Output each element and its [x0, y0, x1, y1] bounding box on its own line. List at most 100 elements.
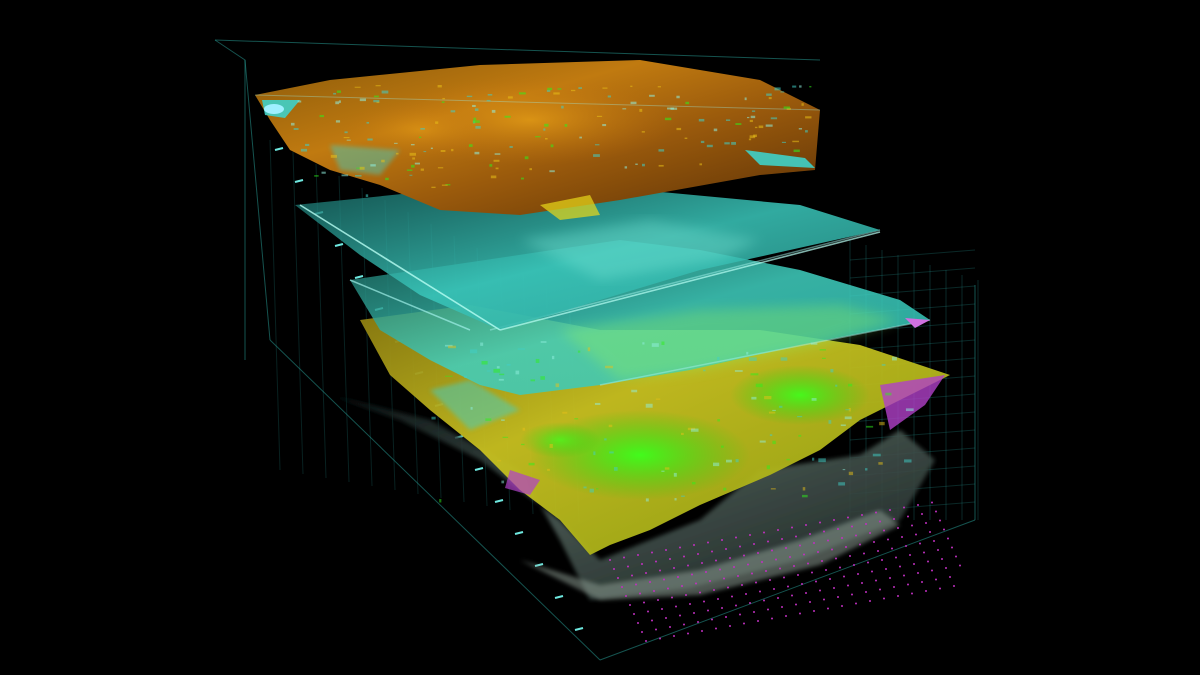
dot: [953, 585, 955, 587]
dot: [857, 573, 859, 575]
dot: [845, 546, 847, 548]
speckle: [518, 92, 526, 95]
speckle: [495, 167, 499, 170]
speckle: [593, 451, 596, 456]
dot: [909, 554, 911, 556]
speckle: [725, 119, 731, 121]
dot: [651, 619, 653, 622]
dot: [861, 582, 863, 584]
dot: [805, 524, 807, 526]
speckle: [676, 127, 682, 131]
speckle: [735, 459, 739, 463]
speckle: [594, 144, 600, 146]
dot: [855, 602, 857, 605]
speckle: [717, 419, 721, 422]
dot: [661, 608, 663, 610]
dot: [609, 559, 611, 561]
speckle: [746, 351, 749, 355]
speckle: [786, 458, 790, 461]
dot: [931, 569, 933, 572]
dot: [929, 531, 931, 533]
speckle: [366, 121, 370, 124]
speckle: [305, 143, 310, 146]
dot: [729, 557, 731, 559]
dot: [823, 598, 825, 601]
speckle: [381, 90, 389, 94]
speckle: [314, 175, 319, 177]
dot: [721, 539, 723, 541]
speckle: [486, 99, 491, 102]
dot: [939, 519, 941, 522]
dot: [889, 509, 891, 511]
speckle: [587, 347, 591, 352]
dot: [659, 569, 661, 572]
speckle: [712, 462, 720, 467]
dot: [691, 573, 693, 576]
speckle: [544, 123, 549, 127]
tick-mark: [294, 179, 304, 183]
dot: [809, 533, 811, 535]
dot: [679, 614, 681, 617]
dot: [899, 565, 901, 568]
speckle: [819, 349, 826, 351]
dot: [681, 585, 683, 587]
dot: [793, 565, 795, 567]
dot: [823, 530, 825, 533]
dot: [715, 559, 717, 562]
speckle: [674, 498, 677, 501]
speckle: [543, 128, 546, 131]
speckle: [528, 462, 535, 466]
speckle: [344, 131, 348, 134]
speckle: [529, 168, 532, 171]
speckle: [768, 97, 772, 100]
speckle: [602, 87, 608, 89]
dot: [859, 543, 861, 546]
dot: [791, 526, 793, 529]
speckle: [486, 370, 491, 372]
speckle: [774, 87, 781, 91]
speckle: [734, 370, 743, 372]
dot: [851, 525, 853, 528]
dot: [651, 551, 653, 554]
grid-line: [269, 139, 281, 471]
speckle: [812, 457, 815, 461]
speckle: [472, 120, 480, 123]
dot: [757, 620, 759, 622]
dot: [765, 570, 767, 572]
speckle: [749, 119, 753, 123]
speckle: [555, 383, 560, 388]
speckle: [411, 164, 415, 168]
dot: [781, 606, 783, 608]
speckle: [376, 101, 380, 104]
speckle: [430, 147, 433, 150]
speckle: [545, 137, 548, 140]
dot: [869, 532, 871, 534]
speckle: [797, 415, 803, 418]
dot: [707, 541, 709, 544]
speckle: [673, 472, 677, 477]
speckle: [498, 378, 504, 381]
dot: [813, 610, 815, 612]
dot: [935, 510, 937, 513]
dot: [745, 593, 747, 595]
speckle: [520, 177, 524, 180]
speckle: [300, 148, 308, 152]
speckle: [810, 342, 818, 345]
speckle: [394, 142, 398, 144]
speckle: [811, 398, 817, 401]
speckle: [684, 137, 688, 140]
dot: [799, 544, 801, 547]
speckle: [765, 124, 773, 127]
dot: [925, 590, 927, 592]
dot: [921, 513, 923, 515]
dot: [819, 589, 821, 592]
speckle: [764, 396, 772, 400]
speckle: [442, 97, 445, 100]
speckle: [583, 486, 587, 489]
dot: [739, 613, 741, 616]
speckle: [770, 117, 778, 120]
speckle: [748, 138, 752, 141]
dot: [687, 564, 689, 567]
dot: [747, 563, 749, 566]
speckle: [501, 419, 505, 421]
